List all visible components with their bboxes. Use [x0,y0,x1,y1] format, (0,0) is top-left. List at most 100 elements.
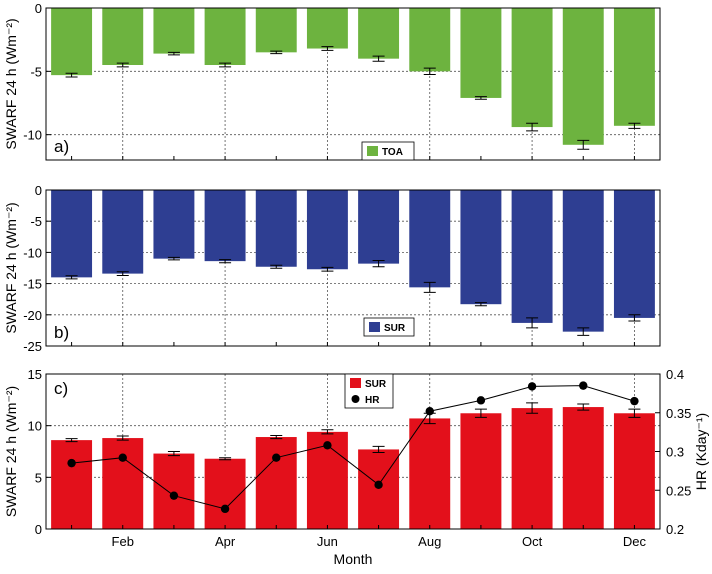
bar-nov [562,8,604,145]
bar-jun [306,190,348,270]
xtick-label-feb: Feb [112,534,134,549]
xtick-label-oct: Oct [522,534,543,549]
plot-frame [45,189,661,347]
bar-apr [204,190,246,262]
panel-1: 0 -5 -10 SWARF 24 h (Wm⁻²) a) TOA [3,1,661,161]
bar-jun [306,8,348,49]
legend-label: SUR [384,323,406,334]
panel-2: 0 -5 -10 -15 -20 -25 SWARF 24 h (Wm⁻²) b) SUR [3,183,661,354]
hr-point-jul [374,480,383,490]
error-bar [474,96,487,100]
legend: SUR [363,317,415,337]
legend-label-hr: HR [365,395,380,406]
error-bar [321,266,334,272]
legend: TOA [361,141,415,161]
bar-sep [460,413,502,529]
error-bar [116,271,129,276]
hr-point-sep [476,396,486,405]
bar-jan [51,440,93,529]
legend-label-sur: SUR [365,379,387,390]
error-bar [65,72,78,78]
error-bar [116,435,129,441]
legend-swatch-sur [369,322,380,332]
legend-label: TOA [382,147,403,158]
bar-oct [511,408,553,529]
plot-frame [45,7,661,161]
bar-jul [358,190,400,264]
hr-point-nov [579,381,588,390]
error-bar [577,139,590,150]
bar-mar [153,8,195,54]
bar-dec [613,413,655,529]
error-bar [219,259,232,264]
ytick-label: 15 [28,367,42,382]
error-bar [526,402,539,414]
bar-jul [358,8,400,59]
ytick-label: -25 [23,339,42,354]
bar-dec [613,8,655,126]
bar-dec [613,190,655,318]
error-bar [321,46,334,51]
error-bar [372,260,385,268]
hr-point-mar [169,491,179,500]
panel-label: c) [54,379,68,398]
ylabel-right: HR (Kday⁻¹) [693,413,709,490]
bar-may [255,437,297,529]
ytick-label: 0 [35,183,42,198]
bar-aug [409,8,451,72]
hr-point-jan [67,458,76,468]
xtick-label-aug: Aug [418,534,441,549]
bar-may [255,8,297,53]
error-bar [219,457,232,461]
error-bar [423,67,436,75]
error-bar [628,408,641,418]
bar-sep [460,8,502,98]
hr-point-oct [527,382,537,391]
legend: SUR HR [344,373,394,409]
bar-feb [102,190,144,274]
error-bar [321,429,334,435]
error-bar [526,317,539,329]
error-bar [116,62,129,68]
hr-line [71,385,635,510]
ytick-right-label: 0.35 [666,406,691,421]
legend-swatch-sur [350,378,361,388]
error-bar [270,50,283,55]
ytick-label: -10 [23,128,42,143]
error-bar [270,434,283,440]
bar-mar [153,190,195,259]
xtick-label-jun: Jun [317,534,338,549]
panel-3: 0.2 0.25 0.3 0.35 0.4 HR (Kday⁻¹) 0 5 10 15 Feb Apr… [3,367,709,567]
ytick-label: -5 [30,64,42,79]
ylabel: SWARF 24 h (Wm⁻²) [3,202,19,333]
ylabel: SWARF 24 h (Wm⁻²) [3,386,19,517]
ytick-label: 10 [28,419,42,434]
xtick-label-dec: Dec [623,534,647,549]
error-bar [167,451,180,457]
hr-point-feb [118,453,127,462]
hr-point-apr [220,504,230,514]
ytick-label: 0 [35,522,42,537]
error-bar [577,327,590,336]
bar-may [255,190,297,267]
bar-mar [153,453,195,529]
error-bar [628,314,641,322]
bar-jul [358,449,400,529]
ytick-right-label: 0.2 [666,522,684,537]
hr-point-may [272,453,281,462]
error-bar [65,438,78,443]
ytick-label: 5 [35,470,42,485]
error-bar [65,275,78,280]
bar-sep [460,190,502,305]
error-bar [526,122,539,132]
panel-label: b) [54,323,69,342]
ytick-right-label: 0.25 [666,483,691,498]
ytick-label: -15 [23,277,42,292]
bar-jan [51,190,93,278]
bar-oct [511,8,553,128]
error-bar [577,403,590,411]
hr-point-dec [630,396,639,406]
bar-apr [204,8,246,65]
legend-marker-hr [351,395,360,403]
